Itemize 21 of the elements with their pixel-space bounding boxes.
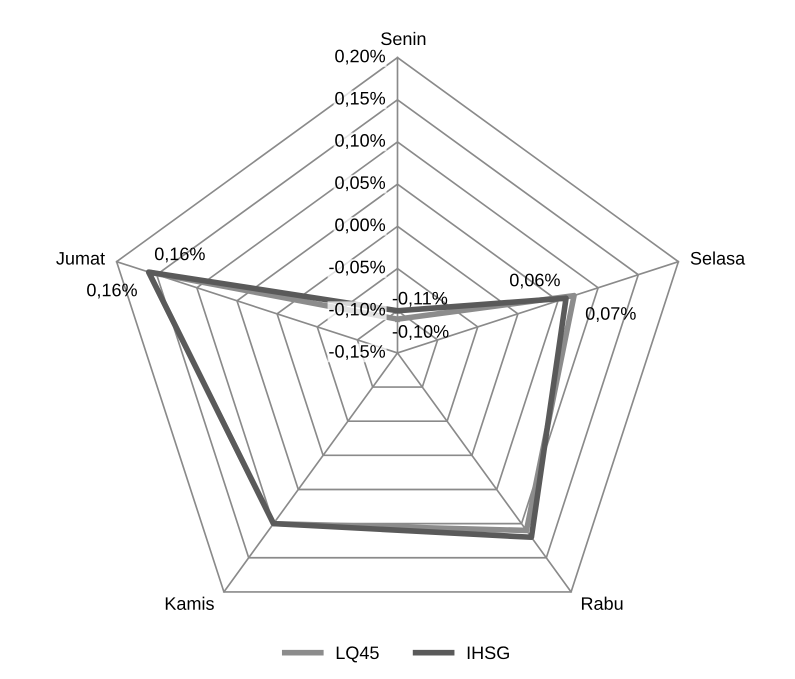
spoke-label: Kamis	[166, 596, 214, 610]
y-tick-label: 0,05%	[335, 176, 386, 192]
data-label: 0,16%	[87, 284, 137, 299]
y-tick-label: -0,05%	[329, 260, 386, 276]
spoke-label: Senin	[381, 32, 426, 46]
spoke-label: Selasa	[690, 251, 746, 265]
y-tick-label: 0,15%	[335, 92, 386, 107]
data-label: 0,16%	[154, 247, 205, 262]
spoke-label: Jumat	[56, 252, 105, 265]
legend-label: LQ45	[336, 646, 379, 662]
legend-label: IHSG	[468, 646, 509, 660]
y-tick-label: 0,00%	[335, 218, 386, 234]
spoke-label: Rabu	[582, 596, 622, 610]
y-tick-label: -0,10%	[329, 302, 386, 318]
data-label: -0,10%	[392, 325, 449, 340]
y-tick-label: -0,15%	[329, 345, 386, 360]
data-label: -0,11%	[392, 292, 448, 307]
y-tick-label: 0,10%	[335, 134, 386, 149]
y-tick-label: 0,20%	[335, 50, 386, 65]
data-label: 0,07%	[586, 307, 636, 322]
data-label: 0,06%	[510, 274, 560, 288]
